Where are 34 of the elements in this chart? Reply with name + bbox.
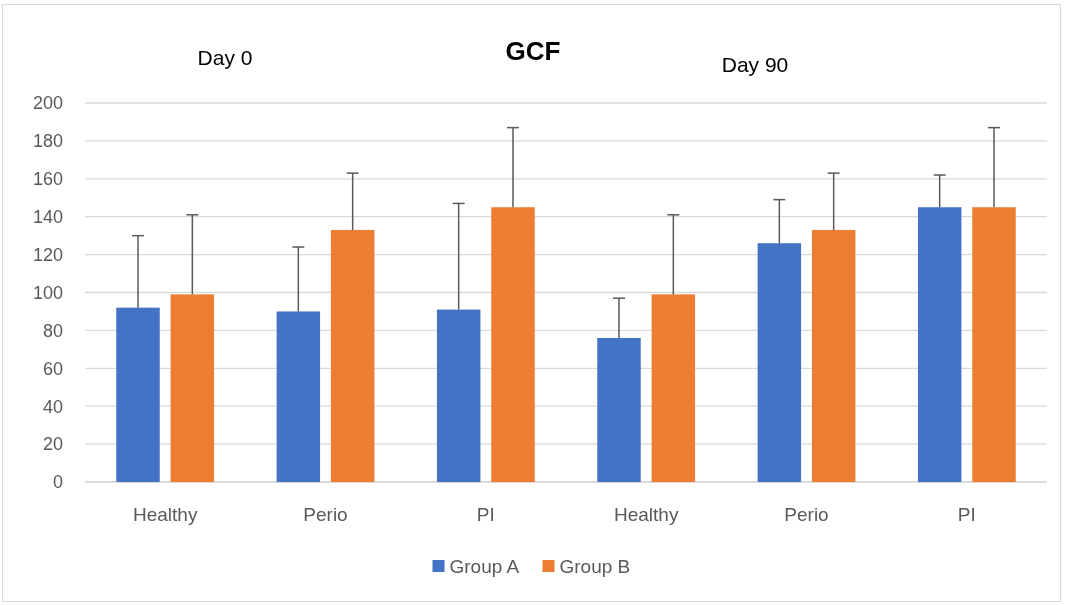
x-tick-label: Perio (784, 503, 829, 525)
x-tick-label: Healthy (613, 503, 679, 525)
bar (757, 243, 802, 482)
bar (330, 229, 375, 482)
y-tick-label: 160 (32, 169, 63, 190)
bar (651, 294, 696, 482)
chart-title: GCF (505, 36, 561, 66)
y-tick-label: 60 (42, 358, 63, 379)
y-tick-label: 20 (42, 434, 63, 455)
bar (597, 337, 641, 482)
x-tick-label: Healthy (132, 503, 198, 525)
x-tick-label: PI (957, 503, 976, 525)
y-tick-label: 180 (32, 131, 63, 152)
y-tick-label: 140 (32, 207, 63, 227)
bar (917, 207, 962, 482)
y-tick-label: 200 (32, 93, 63, 114)
bar (116, 307, 160, 482)
y-tick-label: 40 (42, 396, 63, 417)
legend-label: Group A (449, 555, 520, 577)
legend-label: Group B (559, 555, 631, 577)
y-tick-label: 80 (42, 320, 63, 341)
bar (170, 294, 215, 482)
y-tick-label: 0 (52, 472, 63, 493)
text: Day 90 (721, 53, 789, 76)
bar (972, 207, 1016, 482)
text: Day 0 (197, 46, 253, 69)
y-tick-label: 120 (32, 244, 63, 265)
bar (276, 311, 321, 482)
bar (811, 229, 856, 482)
bar (491, 207, 535, 482)
bar (436, 309, 481, 482)
y-tick-label: 100 (32, 282, 63, 303)
x-tick-label: PI (476, 503, 495, 525)
x-tick-label: Perio (303, 503, 348, 525)
